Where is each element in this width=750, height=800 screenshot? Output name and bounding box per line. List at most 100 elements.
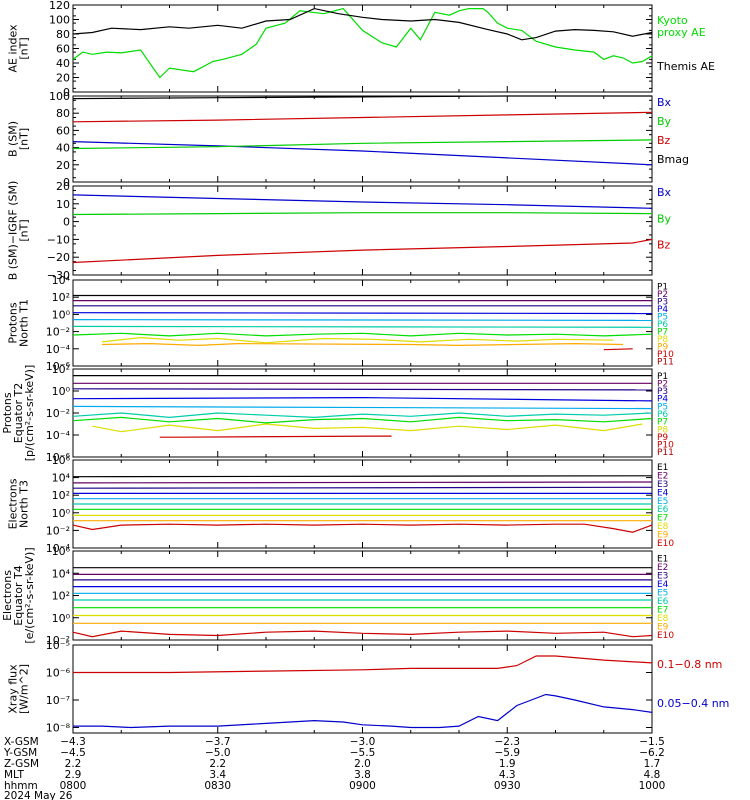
- y-tick-label: 10⁴: [52, 274, 71, 287]
- y-tick-label: 10²: [52, 363, 70, 376]
- series-line-bz: [72, 111, 653, 123]
- y-tick-label: 10⁻⁴: [46, 542, 71, 555]
- ephemeris-value: −5.0: [205, 747, 231, 759]
- y-tick-label: −10: [47, 233, 70, 246]
- ephemeris-value: −1.5: [639, 736, 665, 748]
- panel-frame: [72, 644, 653, 734]
- ephemeris-value: 4.3: [499, 769, 516, 781]
- ephemeris-value: 0830: [204, 780, 231, 792]
- ephemeris-table: X-GSMY-GSMZ-GSMMLThhmm−4.3−4.52.22.90800…: [3, 736, 665, 800]
- y-tick-label: 10⁻²: [46, 326, 70, 339]
- ephemeris-value: 4.8: [644, 769, 661, 781]
- legend-label-bmag: Bmag: [657, 153, 689, 166]
- series-line-p8: [101, 336, 614, 344]
- y-axis-label-line: [W/m^2]: [18, 664, 31, 714]
- ephemeris-value: 2.2: [65, 758, 82, 770]
- y-axis-label: B (SM)−IGRF (SM)[nT]: [7, 181, 31, 281]
- y-tick-label: 40: [56, 57, 70, 70]
- panel-b: 0 20 40 60 80 100 B (SM)[nT] Bx By Bz Bmag: [7, 90, 690, 189]
- y-tick-label: 10⁻⁴: [46, 343, 71, 356]
- y-axis-label-line: AE index: [7, 24, 20, 73]
- y-tick-label: 40: [56, 142, 70, 155]
- ephemeris-value: −3.0: [350, 736, 376, 748]
- legend-label-p6: P6: [657, 410, 668, 420]
- legend-label-by: By: [657, 115, 672, 128]
- y-tick-label: 10⁻²: [46, 524, 70, 537]
- series-line-p9: [101, 342, 624, 347]
- legend-label-e8: E8: [657, 614, 669, 624]
- legend-label-bx: Bx: [657, 186, 672, 199]
- y-axis-label: Xray flux[W/m^2]: [7, 664, 31, 714]
- y-axis-label-line: North T1: [18, 299, 31, 347]
- series-line-p10: [159, 435, 392, 438]
- legend-label-p1: P1: [657, 283, 668, 293]
- legend-label-e9: E9: [657, 530, 669, 540]
- y-tick-label: 10⁶: [52, 454, 71, 467]
- y-tick-label: 10⁻⁶: [46, 360, 71, 373]
- legend-label-kyoto: Kyoto: [657, 14, 688, 27]
- legend-label-p7: P7: [657, 327, 668, 337]
- legend-label-bz: Bz: [657, 134, 671, 147]
- y-tick-label: 20: [56, 72, 70, 85]
- ephemeris-value: −4.5: [60, 747, 86, 759]
- ephemeris-value: −6.2: [639, 747, 665, 759]
- ephemeris-value: 1000: [639, 780, 666, 792]
- y-tick-label: 20: [56, 159, 70, 172]
- y-axis-label-line: B (SM)−IGRF (SM): [7, 181, 20, 281]
- ephemeris-row-label: Y-GSM: [3, 747, 37, 759]
- y-axis-label-line: B (SM): [7, 121, 20, 157]
- y-tick-label: 10⁰: [52, 507, 71, 520]
- y-axis-label-line: Electrons: [7, 478, 20, 529]
- panel-frame: [72, 279, 653, 367]
- series-line-by: [72, 139, 653, 150]
- legend-label-p5: P5: [657, 313, 668, 323]
- legend-label-p4: P4: [657, 395, 668, 405]
- legend-label-p11: P11: [657, 357, 674, 367]
- ephemeris-value: −5.5: [350, 747, 376, 759]
- y-axis-label-line: Protons: [7, 302, 20, 343]
- series-line-bx: [72, 141, 653, 166]
- series-line-e3: [72, 486, 653, 489]
- series-line-bx: [72, 194, 653, 209]
- legend-label-e5: E5: [657, 497, 668, 507]
- y-axis-label-line: [nT]: [18, 128, 31, 150]
- y-tick-label: 0: [63, 176, 70, 189]
- legend-label-p5: P5: [657, 402, 668, 412]
- y-tick-label: 10⁻²: [46, 634, 70, 647]
- legend-label-p9: P9: [657, 433, 668, 443]
- legend-label-p8: P8: [657, 425, 668, 435]
- legend-label-p3: P3: [657, 387, 668, 397]
- legend-label-p1: P1: [657, 372, 668, 382]
- ephemeris-value: 0800: [60, 780, 87, 792]
- y-tick-label: −30: [47, 269, 70, 282]
- y-tick-label: 10⁻²: [46, 407, 70, 420]
- legend-label-e10: E10: [657, 631, 674, 641]
- legend-label-e6: E6: [657, 597, 669, 607]
- y-axis-label-line: [nT]: [18, 37, 31, 59]
- series-line-0-05-0-4-nm: [73, 693, 653, 729]
- y-axis-label-line: Equator T2: [12, 383, 25, 443]
- legend-label-e1: E1: [657, 554, 668, 564]
- date-label: 2024 May 26: [4, 790, 73, 800]
- ephemeris-value: 2.2: [209, 758, 226, 770]
- panel-bigrf: −30 −20 −10 0 10 20 B (SM)−IGRF (SM)[nT] Bx By Bz: [7, 180, 672, 282]
- legend-label-e3: E3: [657, 480, 668, 490]
- y-tick-label: 100: [49, 14, 70, 27]
- series-line-e1: [72, 475, 653, 478]
- ephemeris-value: 3.8: [354, 769, 371, 781]
- legend-label-p2: P2: [657, 379, 668, 389]
- legend-label-0-1-0-8-nm: 0.1−0.8 nm: [657, 658, 722, 671]
- series-line-e10: [72, 523, 653, 533]
- legend-label-p11: P11: [657, 448, 674, 458]
- panel-frame: [72, 95, 653, 183]
- legend-label-p4: P4: [657, 305, 668, 315]
- y-tick-label: 10⁰: [52, 385, 71, 398]
- legend-label-e8: E8: [657, 522, 669, 532]
- series-line-kyoto-proxy-ae: [72, 7, 653, 79]
- y-axis-label-line: [e/(cm²-s-sr-keV)]: [23, 547, 36, 643]
